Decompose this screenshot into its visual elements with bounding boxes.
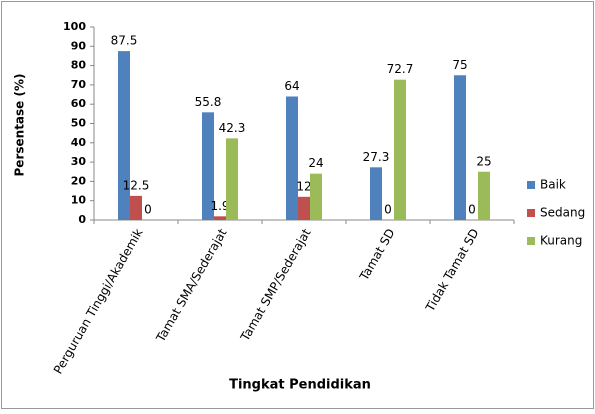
bar (478, 171, 490, 220)
legend-swatch (527, 237, 535, 245)
data-label: 75 (452, 58, 467, 72)
y-tick-label: 10 (71, 194, 87, 207)
y-tick-label: 20 (71, 174, 87, 187)
y-tick-label: 80 (71, 59, 87, 72)
bar (394, 79, 406, 221)
bar (226, 138, 238, 220)
data-label: 1.9 (210, 199, 229, 213)
data-label: 12 (296, 179, 311, 193)
data-label: 55.8 (195, 95, 222, 109)
bar (370, 167, 382, 220)
x-tick-label: Tamat SD (356, 226, 397, 283)
data-label: 25 (476, 154, 491, 168)
data-label: 12.5 (123, 178, 150, 192)
legend-label: Sedang (540, 206, 585, 220)
y-tick-label: 0 (78, 213, 86, 226)
y-tick-label: 60 (71, 97, 87, 110)
data-label: 0 (384, 203, 392, 217)
data-label: 0 (144, 203, 152, 217)
data-label: 0 (468, 203, 476, 217)
bar (310, 173, 322, 220)
bar (298, 196, 310, 220)
x-tick-label: Perguruan Tinggi/Akademik (51, 226, 146, 376)
data-label: 42.3 (219, 121, 246, 135)
legend-label: Baik (540, 178, 566, 192)
x-tick-label: Tidak Tamat SD (422, 226, 481, 315)
x-axis-label: Tingkat Pendidikan (229, 378, 371, 393)
y-tick-label: 30 (71, 155, 87, 168)
data-label: 27.3 (363, 150, 390, 164)
bar (214, 216, 226, 220)
data-label: 87.5 (111, 34, 138, 48)
legend-label: Kurang (540, 234, 582, 248)
x-tick-label: Tamat SMA/Sederajat (153, 226, 230, 345)
data-label: 24 (308, 156, 323, 170)
bar (130, 195, 142, 220)
data-label: 64 (284, 79, 299, 93)
legend-swatch (527, 209, 535, 217)
y-tick-label: 70 (71, 78, 87, 91)
legend-swatch (527, 181, 535, 189)
bar (454, 75, 466, 220)
bar (202, 112, 214, 220)
y-axis-label: Persentase (%) (13, 74, 27, 177)
bar (286, 96, 298, 220)
x-tick-label: Tamat SMP/Sederajat (237, 226, 313, 344)
y-tick-label: 100 (63, 20, 86, 33)
y-tick-label: 90 (71, 39, 87, 52)
y-tick-label: 50 (71, 117, 87, 130)
bar (118, 51, 130, 220)
y-tick-label: 40 (71, 136, 87, 149)
data-label: 72.7 (387, 62, 414, 76)
